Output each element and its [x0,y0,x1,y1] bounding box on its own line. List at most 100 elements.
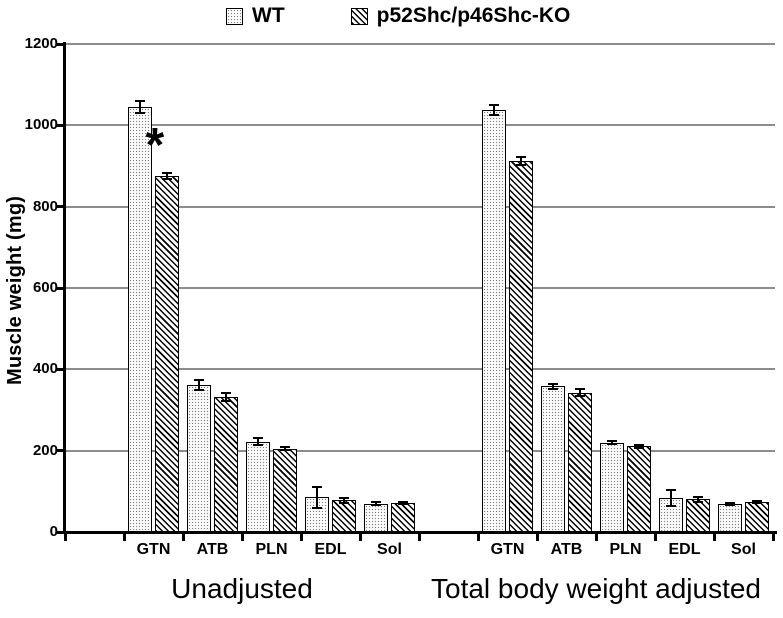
legend-item-wt: WT [226,4,285,28]
error-bar-cap [371,501,381,504]
y-tick-label: 400 [32,360,58,378]
error-bar-line [579,389,581,396]
error-bar-cap [666,488,676,491]
error-bar-line [166,172,168,180]
x-tick-mark [594,534,598,541]
bar-ko [214,397,238,533]
x-tick-mark [240,534,244,541]
error-bar-cap [516,156,526,159]
bar-ko [745,501,769,533]
error-bar-line [316,487,318,508]
error-bar-cap [693,500,703,503]
error-bar-line [343,497,345,503]
x-tick-mark [299,534,303,541]
legend-label-ko: p52Shc/p46Shc-KO [376,4,571,27]
x-axis-line [63,531,777,534]
x-category-label: PLN [255,541,288,558]
x-category-label: EDL [314,541,347,558]
error-bar-cap [725,503,735,506]
error-bar-cap [398,502,408,505]
error-bar-cap [548,387,558,390]
error-bar-line [139,100,141,114]
error-bar-cap [725,502,735,505]
y-tick-mark [56,449,63,453]
y-tick-label: 1200 [24,35,58,52]
error-bar-line [520,157,522,166]
gridline [66,43,775,45]
bar-ko [391,502,415,533]
error-bar-cap [666,504,676,507]
error-bar-cap [575,388,585,391]
gridline [66,124,775,127]
x-tick-mark [358,534,362,541]
bar-wt [482,109,506,533]
x-category-label: EDL [668,541,701,558]
error-bar-cap [489,113,499,116]
error-bar-cap [312,506,322,509]
x-category-label: ATB [196,541,229,558]
error-bar-line [198,379,200,390]
bar-ko [627,446,651,533]
error-bar-line [493,105,495,115]
error-bar-line [375,502,377,505]
x-tick-mark [653,534,657,541]
bar-wt [246,441,270,533]
gridline [66,287,775,289]
error-bar-line [697,497,699,502]
x-category-label: GTN [490,541,525,558]
x-category-label: Sol [377,541,402,558]
gridline [66,205,775,208]
legend-item-ko: p52Shc/p46Shc-KO [350,4,571,28]
x-category-label: Sol [731,541,756,558]
x-category-label: GTN [136,541,171,558]
bar-wt [128,107,152,533]
x-tick-mark [417,534,421,541]
significance-asterisk: * [145,119,165,173]
error-bar-cap [752,502,762,505]
bar-wt [364,503,388,533]
error-bar-cap [194,388,204,391]
y-tick-mark [56,367,63,371]
bar-ko [332,500,356,533]
error-bar-cap [135,99,145,102]
error-bar-cap [253,443,263,446]
y-tick-mark [56,530,63,534]
gridline [66,449,775,452]
error-bar-cap [634,446,644,449]
error-bar-line [284,447,286,451]
y-axis-line [63,42,66,534]
y-tick-mark [56,205,63,209]
error-bar-cap [162,178,172,181]
error-bar-cap [253,437,263,440]
x-tick-mark [63,534,67,541]
x-tick-mark [122,534,126,541]
error-bar-cap [548,382,558,385]
error-bar-line [756,500,758,504]
error-bar-cap [516,164,526,167]
y-tick-label: 600 [32,279,58,296]
error-bar-cap [634,443,644,446]
error-bar-cap [607,443,617,446]
ko-swatch-icon [350,7,368,25]
y-tick-mark [56,123,63,127]
bar-ko [509,161,533,533]
y-tick-mark [56,42,63,46]
bar-ko [568,392,592,533]
error-bar-cap [339,496,349,499]
error-bar-cap [371,503,381,506]
error-bar-cap [280,449,290,452]
x-category-label: PLN [609,541,642,558]
wt-swatch-icon [226,7,243,25]
chart-legend: WT p52Shc/p46Shc-KO [226,4,570,28]
error-bar-line [257,438,259,445]
error-bar-cap [312,486,322,489]
error-bar-cap [489,104,499,106]
x-tick-mark [771,534,775,541]
legend-label-wt: WT [252,4,285,27]
error-bar-line [611,440,613,445]
bar-wt [659,497,683,533]
y-tick-label: 800 [32,197,58,215]
x-tick-mark [476,534,480,541]
error-bar-line [670,489,672,506]
bar-ko [155,176,179,533]
